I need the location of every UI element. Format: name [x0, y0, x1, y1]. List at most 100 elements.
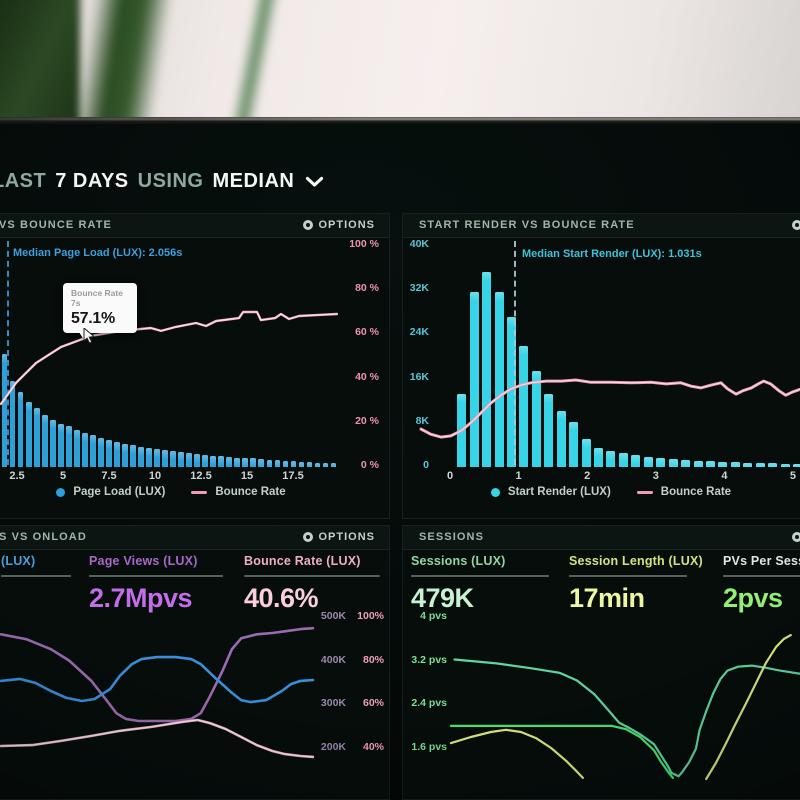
- chart-bar: [643, 456, 653, 467]
- stat-label: Page Views (LUX): [89, 554, 198, 568]
- chart-bar: [544, 393, 554, 467]
- options-label: OPTIONS: [318, 531, 375, 543]
- options-button[interactable]: OPTIONS: [792, 219, 800, 231]
- panel-header: S VS ONLOAD OPTIONS: [0, 526, 389, 550]
- chart-bar: [469, 291, 479, 467]
- chart-bar: [122, 443, 128, 467]
- options-button[interactable]: OPTIONS: [303, 219, 375, 231]
- x-tick: 3: [652, 470, 659, 482]
- chart-bar: [330, 463, 337, 467]
- panel-pageload-vs-bounce: VS BOUNCE RATE OPTIONS Median Page Load …: [0, 213, 390, 519]
- legend: Page Load (LUX) Bounce Rate: [1, 486, 341, 498]
- chart-bar: [290, 461, 297, 467]
- stat-label: Session Length (LUX): [569, 554, 703, 568]
- stat-label: (LUX): [1, 554, 36, 568]
- chart-bar: [162, 450, 168, 467]
- chart-tooltip: Bounce Rate 7s 57.1%: [63, 283, 137, 340]
- chart-bar: [656, 458, 666, 467]
- y-tick: 300K: [320, 697, 346, 710]
- date-range-dropdown[interactable]: LAST 7 DAYS USING MEDIAN: [0, 170, 324, 193]
- chart-bar: [266, 459, 273, 467]
- chart-bar: [218, 456, 225, 467]
- legend-item-pageload[interactable]: Page Load (LUX): [73, 486, 166, 498]
- chart-bar: [170, 451, 176, 467]
- y-tick: 400K: [320, 653, 346, 666]
- y-tick: 3.2 pvs: [411, 653, 447, 666]
- stat-value: 40.6%: [244, 583, 319, 613]
- stat-onload: (LUX): [1, 554, 71, 577]
- stat-underline: [569, 575, 687, 577]
- pageviews-axis: 500K 400K 300K 200K: [314, 610, 346, 753]
- chart-bar: [743, 462, 753, 467]
- monitor-bezel-edge: [0, 117, 800, 124]
- y-tick: 20 %: [355, 414, 379, 427]
- chart-bar: [755, 462, 765, 467]
- header-text: LAST: [0, 170, 47, 192]
- y-tick: 60 %: [355, 326, 379, 339]
- gear-icon: [303, 532, 314, 542]
- chart-lines: [419, 378, 800, 439]
- gear-icon: [792, 220, 800, 230]
- startrender-chart[interactable]: [419, 241, 800, 467]
- options-button[interactable]: OPTIONS: [303, 531, 375, 543]
- chart-bar: [482, 272, 492, 467]
- x-tick: 17.5: [282, 470, 304, 482]
- stat-underline: [244, 575, 380, 577]
- gear-icon: [792, 532, 800, 542]
- panel-vs-onload: S VS ONLOAD OPTIONS (LUX) Page Views (LU…: [0, 525, 390, 800]
- chevron-down-icon[interactable]: [305, 176, 324, 188]
- chart-bar: [242, 458, 249, 467]
- chart-bar: [606, 451, 616, 467]
- onload-chart[interactable]: [0, 613, 315, 789]
- chart-bar: [49, 419, 56, 467]
- chart-bar: [210, 455, 217, 467]
- chart-bar: [298, 461, 305, 467]
- stat-value: 2pvs: [723, 583, 783, 613]
- x-tick: 5: [789, 470, 797, 482]
- chart-bar: [519, 345, 529, 467]
- tooltip-subtitle: 7s: [71, 298, 81, 308]
- chart-bar: [569, 421, 579, 467]
- y-tick: 0: [423, 458, 429, 471]
- y-tick: 16K: [409, 370, 429, 383]
- y-tick: 24K: [409, 326, 429, 339]
- pageload-chart[interactable]: [0, 241, 341, 467]
- legend-item-bounce[interactable]: Bounce Rate: [660, 486, 732, 498]
- stat-value: 17min: [569, 583, 645, 613]
- legend-item-bounce[interactable]: Bounce Rate: [215, 486, 286, 498]
- chart-bar: [1, 354, 8, 467]
- options-button[interactable]: OPTIONS: [792, 531, 800, 543]
- chart-bar: [618, 452, 628, 467]
- median-annotation: Median Start Render (LUX): 1.031s: [522, 248, 702, 260]
- x-tick: 10: [148, 470, 162, 482]
- panel-header: VS BOUNCE RATE OPTIONS: [0, 214, 389, 238]
- chart-bar: [274, 460, 281, 467]
- panel-header: SESSIONS OPTIONS: [403, 526, 800, 550]
- dashboard-screen: LAST 7 DAYS USING MEDIAN VS BOUNCE RATE …: [0, 124, 800, 800]
- x-tick: 1: [515, 470, 522, 482]
- chart-bar: [793, 463, 800, 467]
- chart-bar: [681, 460, 691, 467]
- chart-bar: [705, 460, 715, 467]
- chart-bar: [718, 461, 728, 467]
- sessions-chart[interactable]: [449, 613, 800, 789]
- median-annotation: Median Page Load (LUX): 2.056s: [13, 247, 183, 259]
- legend: Start Render (LUX) Bounce Rate: [421, 486, 800, 498]
- legend-item-startrender[interactable]: Start Render (LUX): [507, 486, 611, 498]
- panel-header: START RENDER VS BOUNCE RATE OPTIONS: [403, 214, 800, 238]
- chart-bar: [531, 371, 541, 467]
- bounce-legend-dash: [191, 490, 208, 494]
- chart-bar: [631, 455, 641, 467]
- mouse-cursor-icon: [83, 326, 96, 349]
- chart-bar: [186, 453, 192, 467]
- stat-label: Sessions (LUX): [411, 554, 506, 568]
- median-dashed-line: [514, 241, 517, 465]
- y-tick: 8K: [415, 414, 429, 427]
- panel-title: START RENDER VS BOUNCE RATE: [419, 219, 635, 231]
- pvs-axis: 4 pvs 3.2 pvs 2.4 pvs 1.6 pvs: [405, 610, 447, 753]
- panel-title: S VS ONLOAD: [0, 531, 87, 543]
- stat-underline: [1, 575, 71, 577]
- chart-bar: [57, 424, 64, 467]
- chart-bar: [556, 410, 566, 467]
